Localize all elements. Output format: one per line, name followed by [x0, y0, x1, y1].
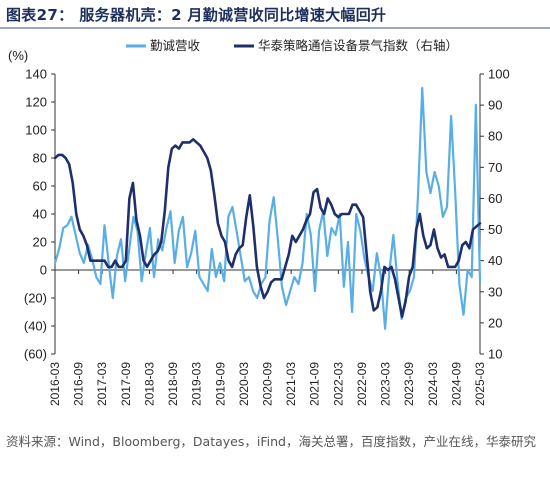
- x-axis-tick-label: 2022-09: [355, 362, 369, 406]
- right-axis-tick-label: 80: [488, 129, 502, 144]
- left-axis-tick-label: 100: [25, 123, 47, 138]
- x-axis-tick-label: 2018-03: [142, 362, 156, 406]
- x-axis-tick-label: 2025-03: [473, 362, 487, 406]
- x-axis-tick-label: 2020-09: [261, 362, 275, 406]
- x-axis-tick-label: 2017-09: [119, 362, 133, 406]
- x-axis-tick-label: 2022-03: [331, 362, 345, 406]
- right-axis-tick-label: 60: [488, 191, 502, 206]
- left-axis-tick-label: 40: [33, 207, 47, 222]
- series-line-left-axis: [53, 86, 482, 330]
- figure-title-text: 服务器机壳：2 月勤诚营收同比增速大幅回升: [79, 6, 387, 24]
- right-axis-tick-label: 30: [488, 284, 502, 299]
- right-axis-tick-label: 90: [488, 98, 502, 113]
- source-note: 资料来源：Wind，Bloomberg，Datayes，iFind，海关总署，百…: [6, 434, 536, 449]
- left-axis-tick-label: 120: [25, 95, 47, 110]
- figure-label: 图表27：: [6, 6, 74, 24]
- x-axis-tick-label: 2024-09: [449, 362, 463, 406]
- left-axis-tick-label: 20: [33, 235, 47, 250]
- x-axis-tick-label: 2016-09: [72, 362, 86, 406]
- left-axis-tick-label: 80: [33, 151, 47, 166]
- right-axis-tick-label: 50: [488, 222, 502, 237]
- x-axis-tick-label: 2020-03: [237, 362, 251, 406]
- plot-area: (60) (40) (20) 0 20 40 60 80 100 120 140 10 20 30 40 50…: [24, 67, 510, 407]
- x-axis-tick-label: 2021-03: [284, 362, 298, 406]
- right-axis-tick-label: 40: [488, 253, 502, 268]
- right-axis-tick-label: 100: [488, 67, 510, 82]
- left-axis-unit: (%): [8, 48, 28, 63]
- left-axis-tick-label: (20): [24, 291, 47, 306]
- x-axis-tick-label: 2019-09: [213, 362, 227, 406]
- title-divider: [0, 27, 550, 29]
- right-axis-tick-label: 10: [488, 347, 502, 362]
- x-axis-tick-label: 2017-03: [95, 362, 109, 406]
- legend-label-left-series: 勤诚营收: [150, 39, 201, 53]
- left-axis-tick-label: (40): [24, 319, 47, 334]
- x-axis-tick-label: 2016-03: [48, 362, 62, 406]
- left-axis-tick-label: (60): [24, 347, 47, 362]
- legend-label-right-series: 华泰策略通信设备景气指数（右轴）: [258, 38, 458, 53]
- right-axis-tick-label: 70: [488, 160, 502, 175]
- right-axis-tick-label: 20: [488, 315, 502, 330]
- x-axis-tick-label: 2023-03: [379, 362, 393, 406]
- left-axis-tick-label: 140: [25, 67, 47, 82]
- x-axis-tick-label: 2024-03: [426, 362, 440, 406]
- chart-legend: 勤诚营收 华泰策略通信设备景气指数（右轴）: [126, 38, 458, 53]
- x-axis-tick-label: 2019-03: [190, 362, 204, 406]
- x-axis-tick-label: 2023-09: [402, 362, 416, 406]
- x-axis-tick-label: 2021-09: [308, 362, 322, 406]
- figure-title: 图表27： 服务器机壳：2 月勤诚营收同比增速大幅回升: [6, 4, 386, 25]
- x-axis-tick-label: 2018-09: [166, 362, 180, 406]
- series-line-right-axis: [53, 138, 482, 318]
- left-axis-tick-label: 0: [40, 263, 47, 278]
- left-axis-tick-label: 60: [33, 179, 47, 194]
- line-chart: 勤诚营收 华泰策略通信设备景气指数（右轴） (%) (60) (40) (20) 0 2…: [8, 38, 510, 407]
